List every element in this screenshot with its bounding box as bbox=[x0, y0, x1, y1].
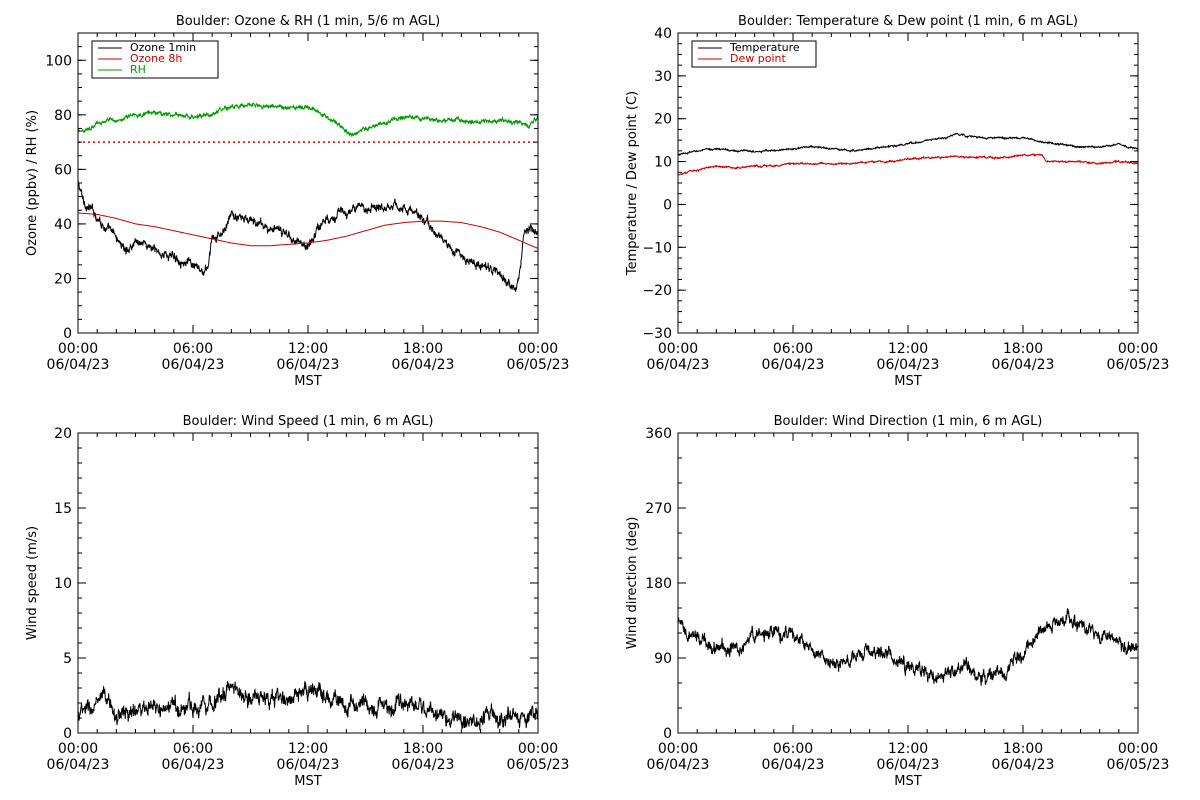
wdir-xtick-date: 06/04/23 bbox=[647, 757, 710, 773]
wspd-frame bbox=[77, 432, 539, 734]
temp-ytick-label: 10 bbox=[654, 155, 672, 171]
wspd-series-0 bbox=[78, 681, 538, 731]
temp-panel: Boulder: Temperature & Dew point (1 min,… bbox=[625, 14, 1169, 389]
temp-frame bbox=[677, 32, 1139, 334]
ozone-xtick-time: 06:00 bbox=[173, 341, 213, 357]
ozone-legend-label: Ozone 1min bbox=[130, 41, 196, 54]
ozone-xtick-date: 06/04/23 bbox=[162, 357, 225, 373]
wdir-ytick-label: 360 bbox=[645, 426, 672, 442]
ozone-xtick-time: 00:00 bbox=[518, 341, 558, 357]
wspd-xtick-date: 06/05/23 bbox=[507, 757, 570, 773]
wspd-ytick-label: 20 bbox=[54, 426, 72, 442]
ozone-ytick-label: 80 bbox=[54, 108, 72, 124]
temp-xtick-date: 06/04/23 bbox=[992, 357, 1055, 373]
wdir-frame bbox=[677, 432, 1139, 734]
ozone-series-2 bbox=[78, 101, 538, 138]
ozone-xtick-date: 06/04/23 bbox=[392, 357, 455, 373]
wspd-xtick-time: 00:00 bbox=[518, 741, 558, 757]
wspd-xtick-date: 06/04/23 bbox=[392, 757, 455, 773]
temp-xtick-time: 12:00 bbox=[888, 341, 928, 357]
temp-series-1 bbox=[678, 153, 1138, 176]
wspd-panel: Boulder: Wind Speed (1 min, 6 m AGL) 0 5 10… bbox=[25, 414, 569, 789]
wdir-xtick-date: 06/04/23 bbox=[992, 757, 1055, 773]
temp-xtick-date: 06/04/23 bbox=[647, 357, 710, 373]
ozone-ytick-label: 40 bbox=[54, 217, 72, 233]
wspd-ylabel: Wind speed (m/s) bbox=[25, 526, 40, 640]
temp-xtick-time: 06:00 bbox=[773, 341, 813, 357]
temp-series-0 bbox=[678, 132, 1138, 157]
temp-ytick-label: −20 bbox=[642, 283, 672, 299]
temp-ytick-label: 40 bbox=[654, 26, 672, 42]
wdir-xtick-time: 00:00 bbox=[1118, 741, 1158, 757]
wdir-xtick-time: 18:00 bbox=[1003, 741, 1043, 757]
wspd-xtick-date: 06/04/23 bbox=[47, 757, 110, 773]
wdir-ytick-label: 270 bbox=[645, 501, 672, 517]
temp-xtick-date: 06/04/23 bbox=[762, 357, 825, 373]
temp-ylabel: Temperature / Dew point (C) bbox=[625, 91, 640, 276]
temp-xtick-time: 18:00 bbox=[1003, 341, 1043, 357]
ozone-title: Boulder: Ozone & RH (1 min, 5/6 m AGL) bbox=[176, 14, 440, 29]
temp-ytick-label: 30 bbox=[654, 69, 672, 85]
wspd-xtick-date: 06/04/23 bbox=[277, 757, 340, 773]
wdir-xtick-date: 06/04/23 bbox=[877, 757, 940, 773]
temp-xtick-time: 00:00 bbox=[658, 341, 698, 357]
ozone-ytick-label: 100 bbox=[45, 53, 72, 69]
ozone-ytick-label: 60 bbox=[54, 162, 72, 178]
ozone-ylabel: Ozone (ppbv) / RH (%) bbox=[25, 110, 40, 256]
temp-ytick-label: −30 bbox=[642, 326, 672, 342]
temp-legend bbox=[691, 40, 817, 68]
wspd-ytick-label: 15 bbox=[54, 501, 72, 517]
wspd-title: Boulder: Wind Speed (1 min, 6 m AGL) bbox=[183, 414, 434, 429]
wdir-ytick-label: 180 bbox=[645, 576, 672, 592]
temp-ytick-label: 20 bbox=[654, 112, 672, 128]
temp-xlabel: MST bbox=[894, 374, 921, 389]
ozone-series-1 bbox=[78, 212, 538, 249]
ozone-xtick-date: 06/05/23 bbox=[507, 357, 570, 373]
wdir-series-0 bbox=[678, 608, 1138, 686]
temp-ytick-label: −10 bbox=[642, 240, 672, 256]
wdir-xtick-time: 12:00 bbox=[888, 741, 928, 757]
ozone-xtick-time: 12:00 bbox=[288, 341, 328, 357]
ozone-xlabel: MST bbox=[294, 374, 321, 389]
wdir-title: Boulder: Wind Direction (1 min, 6 m AGL) bbox=[774, 414, 1043, 429]
wspd-ytick-label: 10 bbox=[54, 576, 72, 592]
temp-xtick-date: 06/05/23 bbox=[1107, 357, 1170, 373]
temp-ytick-label: 0 bbox=[663, 197, 672, 213]
wspd-xtick-time: 06:00 bbox=[173, 741, 213, 757]
wspd-xlabel: MST bbox=[294, 774, 321, 789]
ozone-xtick-time: 00:00 bbox=[58, 341, 98, 357]
ozone-xtick-date: 06/04/23 bbox=[277, 357, 340, 373]
ozone-legend-label: Ozone 8h bbox=[130, 52, 182, 65]
wdir-ytick-label: 0 bbox=[663, 726, 672, 742]
wdir-xtick-date: 06/05/23 bbox=[1107, 757, 1170, 773]
temp-legend-label: Dew point bbox=[730, 52, 786, 65]
ozone-panel: Boulder: Ozone & RH (1 min, 5/6 m AGL) 0 2… bbox=[25, 14, 569, 389]
wdir-ylabel: Wind direction (deg) bbox=[625, 517, 640, 650]
wdir-xtick-time: 06:00 bbox=[773, 741, 813, 757]
temp-title: Boulder: Temperature & Dew point (1 min,… bbox=[738, 14, 1078, 29]
ozone-xtick-date: 06/04/23 bbox=[47, 357, 110, 373]
wspd-xtick-time: 12:00 bbox=[288, 741, 328, 757]
wdir-ytick-label: 90 bbox=[654, 651, 672, 667]
wdir-panel: Boulder: Wind Direction (1 min, 6 m AGL)… bbox=[625, 414, 1169, 789]
temp-xtick-date: 06/04/23 bbox=[877, 357, 940, 373]
wdir-xlabel: MST bbox=[894, 774, 921, 789]
wdir-xtick-time: 00:00 bbox=[658, 741, 698, 757]
wspd-xtick-time: 18:00 bbox=[403, 741, 443, 757]
wspd-xtick-date: 06/04/23 bbox=[162, 757, 225, 773]
wspd-xtick-time: 00:00 bbox=[58, 741, 98, 757]
ozone-series-0 bbox=[78, 180, 538, 292]
ozone-ytick-label: 0 bbox=[63, 326, 72, 342]
wspd-ytick-label: 5 bbox=[63, 651, 72, 667]
ozone-legend-label: RH bbox=[130, 63, 146, 76]
wspd-ytick-label: 0 bbox=[63, 726, 72, 742]
temp-xtick-time: 00:00 bbox=[1118, 341, 1158, 357]
wdir-xtick-date: 06/04/23 bbox=[762, 757, 825, 773]
temp-legend-label: Temperature bbox=[729, 41, 800, 54]
ozone-xtick-time: 18:00 bbox=[403, 341, 443, 357]
ozone-ytick-label: 20 bbox=[54, 271, 72, 287]
